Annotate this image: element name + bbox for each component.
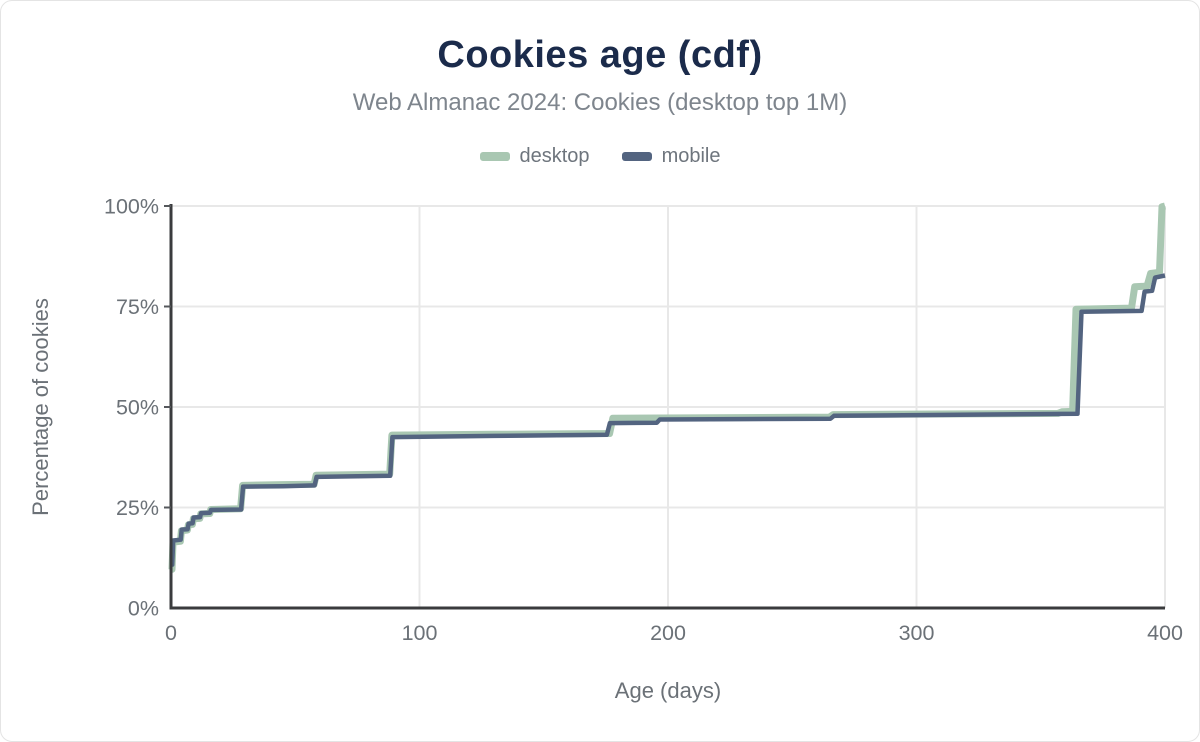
- y-tick-label: 100%: [104, 195, 159, 219]
- x-tick-label: 400: [1147, 621, 1183, 645]
- mobile-series-line: [169, 273, 1166, 567]
- y-axis-title: Percentage of cookies: [28, 298, 53, 516]
- legend-label-mobile: mobile: [661, 145, 721, 167]
- page-title: Cookies age (cdf): [437, 34, 763, 76]
- x-tick-label: 200: [650, 621, 686, 645]
- x-tick-label: 300: [899, 621, 935, 645]
- y-tick-label: 25%: [116, 496, 159, 520]
- x-tick-label: 100: [402, 621, 438, 645]
- legend-item-mobile[interactable]: mobile: [621, 145, 721, 168]
- legend-swatch-desktop: [479, 152, 510, 161]
- y-tick-label: 0%: [128, 597, 159, 621]
- x-axis-title: Age (days): [615, 678, 721, 703]
- legend-swatch-mobile: [621, 152, 652, 161]
- x-tick-label: 0: [165, 621, 177, 645]
- legend: desktop mobile: [1, 145, 1199, 168]
- legend-item-desktop[interactable]: desktop: [479, 145, 590, 168]
- y-tick-label: 75%: [116, 295, 159, 319]
- y-tick-label: 50%: [116, 396, 159, 420]
- legend-label-desktop: desktop: [519, 145, 590, 167]
- chart-subtitle: Web Almanac 2024: Cookies (desktop top 1…: [352, 89, 848, 116]
